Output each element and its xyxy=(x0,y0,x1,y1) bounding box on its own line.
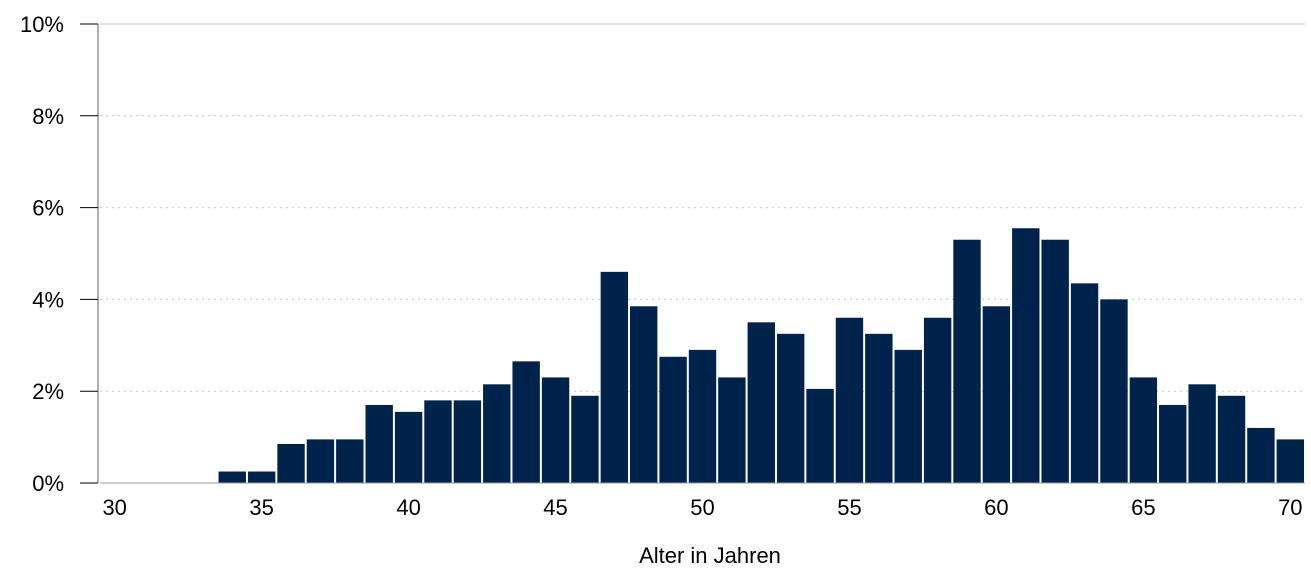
bar xyxy=(336,439,364,483)
bars xyxy=(218,228,1304,483)
x-axis-title: Alter in Jahren xyxy=(639,543,781,568)
y-tick-label: 2% xyxy=(32,379,64,404)
bar xyxy=(1188,384,1216,483)
bar xyxy=(218,471,246,483)
x-tick-label: 65 xyxy=(1131,495,1155,520)
bar xyxy=(1217,395,1246,483)
x-tick-label: 30 xyxy=(102,495,126,520)
bar xyxy=(865,333,893,483)
x-tick-label: 40 xyxy=(396,495,420,520)
y-axis-ticks: 0% 2% 4% 6% 8% 10% xyxy=(20,12,98,496)
bar xyxy=(277,443,305,483)
bar xyxy=(953,239,981,483)
x-tick-label: 50 xyxy=(690,495,714,520)
bar xyxy=(1129,377,1158,483)
bar xyxy=(365,404,393,483)
x-tick-label: 35 xyxy=(249,495,273,520)
axes xyxy=(97,24,1305,484)
bar xyxy=(1100,299,1128,483)
y-tick-label: 8% xyxy=(32,104,64,129)
bar xyxy=(718,377,746,483)
bar xyxy=(512,361,540,483)
bar xyxy=(600,271,629,483)
y-tick-label: 6% xyxy=(32,196,64,221)
bar xyxy=(1247,427,1275,483)
bar xyxy=(541,377,570,483)
bar xyxy=(247,471,276,483)
bar xyxy=(659,356,687,483)
bar xyxy=(1159,404,1187,483)
x-tick-label: 55 xyxy=(837,495,861,520)
bar xyxy=(982,306,1011,483)
bar xyxy=(630,306,658,483)
gridlines xyxy=(100,23,1305,392)
bar xyxy=(453,400,482,483)
bar xyxy=(424,400,452,483)
x-tick-label: 70 xyxy=(1278,495,1302,520)
y-tick-label: 4% xyxy=(32,287,64,312)
bar xyxy=(923,317,952,483)
bar xyxy=(688,349,717,483)
bar xyxy=(1070,283,1099,483)
y-tick-label: 10% xyxy=(20,12,64,37)
bar xyxy=(894,349,922,483)
bar xyxy=(835,317,864,483)
bar xyxy=(1276,439,1304,483)
bar xyxy=(1041,239,1069,483)
x-axis-ticks: 30 35 40 45 50 55 60 65 70 xyxy=(102,495,1302,520)
x-tick-label: 60 xyxy=(984,495,1008,520)
x-tick-label: 45 xyxy=(543,495,567,520)
y-tick-label: 0% xyxy=(32,471,64,496)
bar xyxy=(571,395,599,483)
bar xyxy=(747,322,775,483)
bar xyxy=(306,439,335,483)
bar xyxy=(776,333,805,483)
bar xyxy=(806,388,834,483)
bar xyxy=(394,411,423,483)
bar xyxy=(483,384,511,483)
bar xyxy=(1012,228,1040,483)
